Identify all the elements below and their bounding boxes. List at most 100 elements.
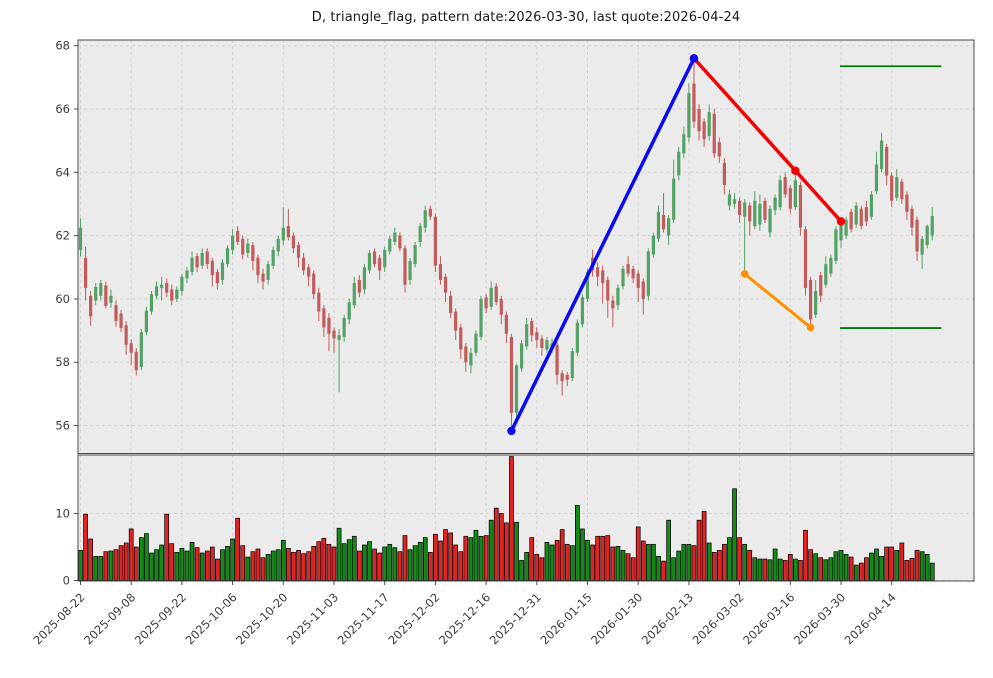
- volume-bar: [387, 543, 393, 581]
- volume-bar: [341, 543, 347, 581]
- candle-body: [885, 146, 889, 176]
- date-axis-label: 2026-04-14: [842, 590, 899, 647]
- date-axis-label: 2025-10-06: [183, 590, 240, 647]
- candle-body: [383, 249, 387, 268]
- candle-body: [251, 245, 255, 261]
- candle-body: [712, 113, 716, 154]
- candle-body: [677, 151, 681, 176]
- volume-bar: [351, 535, 357, 581]
- price-axis-label: 66: [55, 102, 70, 116]
- volume-bar: [869, 552, 874, 581]
- volume-bar: [595, 535, 600, 581]
- volume-bar: [392, 547, 398, 581]
- candle-body: [727, 194, 732, 206]
- volume-bar: [722, 543, 727, 581]
- date-axis-label: 2026-02-13: [639, 590, 696, 647]
- volume-bar: [311, 545, 317, 581]
- volume-bar: [645, 543, 651, 581]
- volume-bar: [610, 546, 616, 581]
- candle-body: [920, 238, 924, 255]
- volume-bar: [504, 522, 509, 581]
- candle-body: [915, 219, 919, 252]
- volume-bar: [493, 507, 499, 581]
- candle-body: [139, 332, 143, 367]
- volume-bar: [691, 545, 697, 581]
- candle-body: [530, 321, 534, 336]
- candle-body: [124, 325, 128, 345]
- volume-bar: [858, 562, 864, 581]
- volume-bar: [83, 513, 88, 581]
- candles-layer: [78, 58, 934, 431]
- candle-body: [347, 302, 351, 320]
- volume-bar: [321, 537, 327, 581]
- candle-body: [768, 208, 772, 233]
- volume-bar: [78, 549, 83, 581]
- candle-body: [190, 257, 194, 273]
- volume-bar: [640, 540, 646, 581]
- volume-bar: [772, 548, 778, 581]
- volume-bar: [346, 539, 352, 581]
- volume-axis-label: 10: [55, 507, 70, 521]
- candle-body: [682, 134, 686, 154]
- volume-bar: [98, 556, 104, 581]
- volume-bar: [727, 537, 732, 581]
- volume-bar: [417, 541, 423, 581]
- candle-body: [403, 248, 407, 285]
- volume-bar: [808, 549, 813, 581]
- volume-bar: [615, 545, 621, 581]
- candle-body: [525, 324, 529, 347]
- candle-body: [154, 286, 159, 296]
- candle-body: [296, 245, 301, 258]
- volume-bar: [651, 543, 656, 581]
- candle-body: [170, 289, 174, 301]
- candle-body: [180, 276, 184, 292]
- candle-body: [925, 226, 929, 246]
- candle-body: [702, 121, 706, 140]
- volume-bar: [853, 564, 859, 581]
- volume-bar: [838, 549, 844, 581]
- volume-bar: [433, 533, 438, 581]
- volume-bar: [473, 529, 479, 581]
- main-panel: [78, 40, 974, 454]
- volume-bar: [265, 554, 271, 581]
- volume-bar: [716, 549, 722, 581]
- candle-body: [707, 112, 711, 136]
- candle-body: [824, 264, 828, 285]
- date-axis-label: 2026-03-16: [740, 590, 797, 647]
- volume-bar: [803, 529, 808, 581]
- candle-body: [129, 343, 133, 353]
- volume-bar: [113, 549, 119, 581]
- volume-bar: [280, 539, 286, 581]
- volume-bar: [412, 545, 418, 581]
- volume-bar: [154, 549, 159, 581]
- main-panel-border: [77, 39, 975, 454]
- candle-body: [819, 275, 823, 296]
- candle-body: [930, 215, 934, 236]
- candle-body: [408, 260, 412, 280]
- candle-body: [641, 281, 645, 299]
- candle-body: [778, 180, 782, 208]
- volume-bar: [458, 551, 464, 581]
- volume-bar: [194, 547, 200, 581]
- volume-bar: [863, 557, 869, 581]
- volume-bar: [235, 517, 241, 581]
- candle-body: [753, 200, 757, 227]
- volume-bar: [590, 544, 595, 581]
- volume-bar: [762, 558, 768, 581]
- volume-bar: [189, 541, 195, 581]
- candle-body: [266, 264, 270, 280]
- volume-bar: [260, 557, 266, 581]
- volume-bar: [635, 526, 641, 581]
- date-axis-label: 2025-11-03: [284, 590, 341, 647]
- volume-bar: [174, 552, 180, 581]
- candle-body: [499, 298, 503, 315]
- volume-bar: [732, 488, 737, 581]
- volume-bar: [686, 543, 692, 581]
- candle-body: [509, 336, 514, 413]
- candle-body: [474, 333, 478, 353]
- volume-bar: [123, 542, 129, 581]
- volume-bar: [924, 554, 930, 581]
- candle-body: [185, 270, 189, 279]
- candle-body: [291, 235, 296, 249]
- volume-bar: [103, 551, 109, 581]
